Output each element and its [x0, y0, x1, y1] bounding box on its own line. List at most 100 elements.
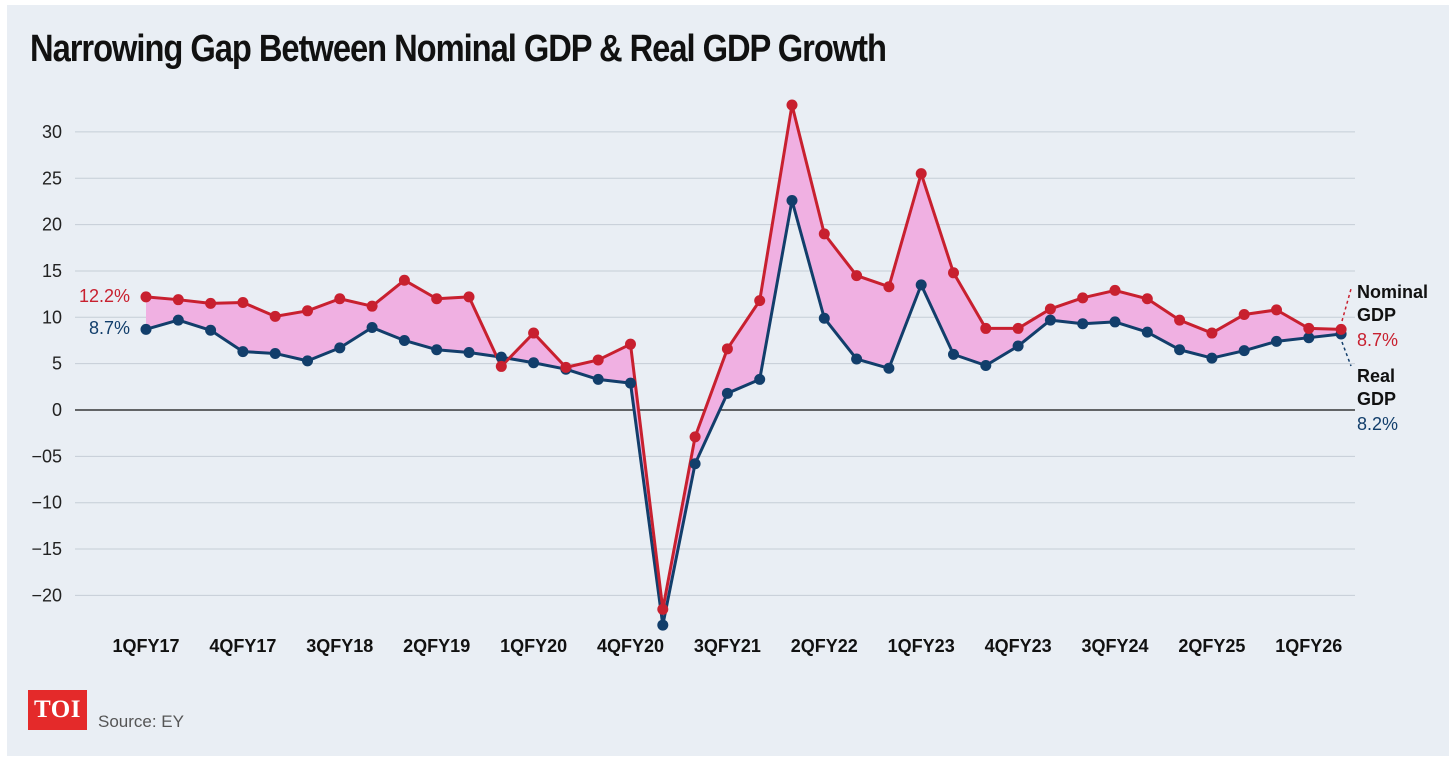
y-tick-label: 10: [42, 307, 62, 327]
nominal-gdp-point: [1335, 323, 1347, 335]
nominal-gdp-point: [754, 295, 766, 307]
nominal-gdp-point: [1012, 322, 1024, 334]
real-gdp-point: [495, 351, 507, 363]
x-tick-label: 1QFY20: [500, 636, 567, 656]
nominal-gdp-point: [786, 99, 798, 111]
nominal-gdp-point: [140, 291, 152, 303]
real-gdp-point: [205, 324, 217, 336]
real-gdp-point: [1044, 314, 1056, 326]
gap-area: [146, 105, 1342, 626]
real-gdp-point: [721, 387, 733, 399]
nominal-gdp-point: [883, 281, 895, 293]
y-tick-label: 20: [42, 215, 62, 235]
gridlines: [75, 131, 1355, 596]
real-gdp-point: [1109, 316, 1121, 328]
nominal-gdp-point: [1109, 284, 1121, 296]
real-gdp-point: [1303, 332, 1315, 344]
nominal-gdp-point: [334, 293, 346, 305]
x-tick-label: 3QFY18: [306, 636, 373, 656]
real-gdp-point: [1012, 340, 1024, 352]
nominal-gdp-point: [1271, 304, 1282, 316]
nominal-end-value: 8.7%: [1357, 330, 1398, 350]
real-gdp-point: [657, 619, 669, 631]
real-gdp-point: [237, 346, 249, 358]
real-gdp-point: [1271, 335, 1282, 347]
y-tick-label: 5: [52, 354, 62, 374]
real-gdp-point: [302, 355, 313, 367]
nominal-gdp-point: [915, 168, 927, 180]
x-axis: 1QFY17 4QFY17 3QFY18 2QFY19 1QFY20 4QFY20 3QFY…: [112, 636, 1342, 656]
real-gdp-point: [948, 348, 959, 360]
real-gdp-point: [269, 347, 281, 359]
x-tick-label: 1QFY17: [112, 636, 179, 656]
real-gdp-point: [592, 373, 604, 385]
y-tick-label: −05: [31, 446, 62, 466]
x-tick-label: 2QFY22: [791, 636, 858, 656]
real-gdp-point: [786, 194, 798, 206]
x-tick-label: 4QFY20: [597, 636, 664, 656]
real-gdp-point: [625, 377, 636, 389]
nominal-gdp-point: [592, 354, 604, 366]
real-end-value: 8.2%: [1357, 414, 1398, 434]
y-tick-label: −20: [31, 585, 62, 605]
x-tick-label: 3QFY24: [1081, 636, 1148, 656]
nominal-gdp-point: [657, 603, 669, 615]
real-gdp-point: [1206, 352, 1218, 364]
x-tick-label: 2QFY19: [403, 636, 470, 656]
nominal-gdp-point: [302, 305, 313, 317]
nominal-gdp-point: [1303, 322, 1315, 334]
real-start-label: 8.7%: [89, 318, 130, 338]
chart-title: Narrowing Gap Between Nominal GDP & Real…: [30, 28, 887, 70]
nominal-gdp-point: [495, 360, 507, 372]
nominal-gdp-point: [463, 291, 475, 303]
x-tick-label: 1QFY23: [888, 636, 955, 656]
real-gdp-point: [172, 314, 184, 326]
nominal-gdp-point: [980, 322, 992, 334]
y-tick-label: 15: [42, 261, 62, 281]
real-gdp-point: [689, 458, 701, 470]
nominal-gdp-point: [269, 310, 281, 322]
nominal-gdp-point: [625, 338, 636, 350]
nominal-gdp-point: [1206, 327, 1218, 339]
nominal-gdp-point: [431, 293, 443, 305]
nominal-gdp-point: [366, 300, 378, 312]
real-gdp-point: [883, 362, 895, 374]
nominal-gdp-point: [1141, 293, 1153, 305]
nominal-end-label: Nominal: [1357, 282, 1428, 302]
y-axis: 30 25 20 15 10 5 0 −05 −10 −15 −20: [31, 122, 62, 606]
y-tick-label: 0: [52, 400, 62, 420]
series-labels: 12.2% 8.7% Nominal GDP 8.7% Real GDP 8.2…: [79, 282, 1428, 434]
series-points: [140, 99, 1347, 631]
nominal-gdp-point: [948, 267, 959, 279]
real-end-label: Real: [1357, 366, 1395, 386]
real-gdp-point: [1141, 326, 1153, 338]
nominal-gdp-point: [1238, 309, 1250, 321]
real-gdp-line: [145, 198, 1342, 627]
real-gdp-point: [366, 321, 378, 333]
y-tick-label: −15: [31, 539, 62, 559]
nominal-gdp-point: [818, 228, 830, 240]
y-tick-label: −10: [31, 493, 62, 513]
nominal-start-label: 12.2%: [79, 286, 130, 306]
nominal-gdp-point: [1174, 314, 1186, 326]
nominal-gdp-point: [851, 270, 863, 282]
real-leader-line: [1341, 341, 1352, 367]
x-tick-label: 1QFY26: [1275, 636, 1342, 656]
nominal-end-label-gdp: GDP: [1357, 305, 1396, 325]
source-note: Source: EY: [98, 712, 184, 731]
nominal-gdp-point: [237, 296, 249, 308]
gap-fill: [146, 105, 1342, 626]
nominal-gdp-point: [1077, 292, 1089, 304]
real-gdp-point: [1238, 345, 1250, 357]
real-end-label-gdp: GDP: [1357, 389, 1396, 409]
nominal-gdp-point: [721, 343, 733, 355]
nominal-leader-line: [1341, 288, 1352, 322]
real-gdp-point: [431, 344, 443, 356]
series-lines: [145, 103, 1342, 627]
real-gdp-point: [528, 357, 540, 369]
nominal-gdp-point: [689, 431, 701, 443]
nominal-gdp-point: [398, 274, 410, 286]
real-gdp-point: [334, 342, 346, 354]
real-gdp-point: [980, 360, 992, 372]
